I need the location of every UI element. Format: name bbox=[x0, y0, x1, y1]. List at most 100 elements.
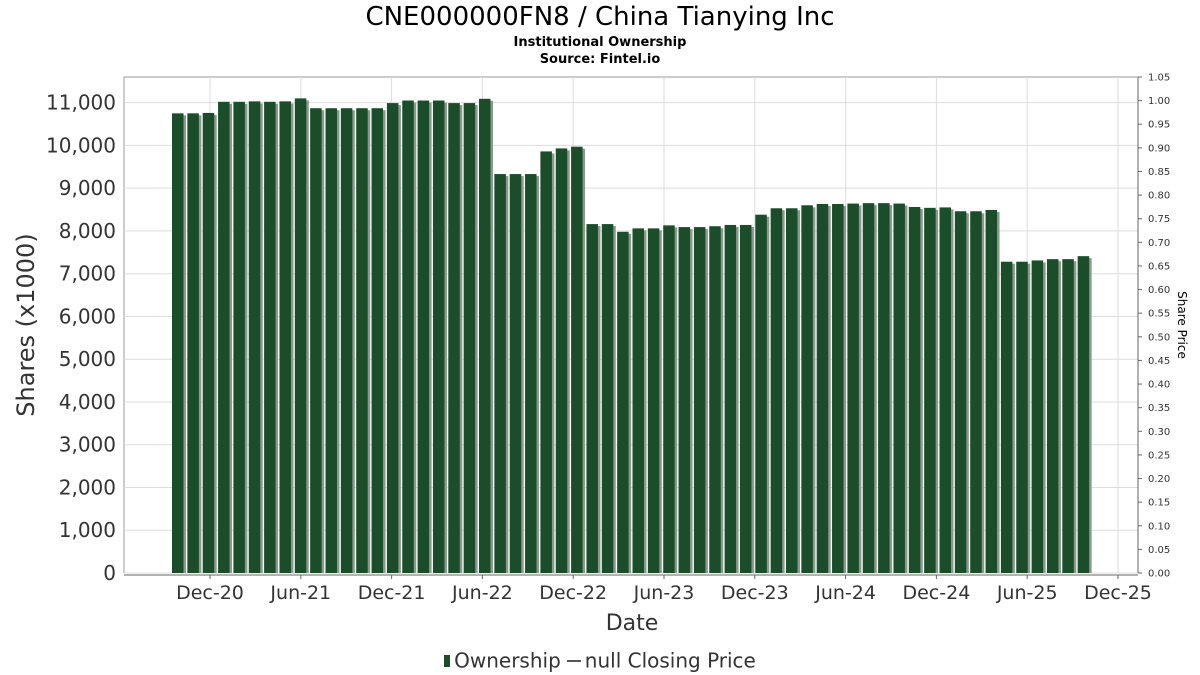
y-tick-label: 3,000 bbox=[59, 433, 116, 457]
y-axis-label: Shares (x1000) bbox=[12, 233, 40, 416]
chart-source: Source: Fintel.io bbox=[539, 52, 661, 67]
y-tick-label: 2,000 bbox=[59, 475, 116, 499]
legend-price-line bbox=[566, 659, 581, 662]
x-tick-label: Dec-24 bbox=[902, 582, 970, 604]
ownership-bar bbox=[586, 224, 598, 573]
ownership-bar bbox=[479, 98, 491, 574]
y2-tick-label: 0.75 bbox=[1148, 214, 1170, 225]
y2-tick-label: 0.60 bbox=[1148, 285, 1170, 296]
y2-tick-label: 0.15 bbox=[1148, 498, 1170, 509]
y2-tick-label: 0.55 bbox=[1148, 309, 1170, 320]
ownership-bar bbox=[1077, 256, 1090, 573]
ownership-bar bbox=[202, 112, 215, 574]
x-tick-label: Jun-25 bbox=[996, 582, 1058, 604]
ownership-bar bbox=[1062, 259, 1074, 573]
chart-subtitle: Institutional Ownership bbox=[513, 35, 687, 50]
ownership-bar bbox=[233, 101, 245, 574]
ownership-bar bbox=[402, 100, 414, 573]
legend-ownership-label: Ownership bbox=[454, 648, 561, 673]
ownership-bar bbox=[1016, 261, 1028, 573]
ownership-bar bbox=[601, 224, 614, 573]
ownership-bar bbox=[724, 224, 737, 573]
y2-tick-label: 1.00 bbox=[1148, 96, 1170, 107]
y2-tick-label: 0.35 bbox=[1148, 403, 1170, 414]
ownership-bar bbox=[172, 113, 184, 574]
legend: Ownership null Closing Price bbox=[0, 647, 1200, 673]
ownership-bar bbox=[617, 231, 629, 574]
ownership-bar bbox=[218, 101, 230, 574]
y-tick-label: 5,000 bbox=[59, 347, 116, 371]
ownership-bar bbox=[862, 203, 875, 573]
ownership-bar bbox=[709, 226, 721, 573]
y2-tick-label: 0.95 bbox=[1148, 120, 1170, 131]
y2-axis-label: Share Price bbox=[1175, 291, 1189, 359]
ownership-bar bbox=[187, 113, 199, 574]
ownership-bar bbox=[248, 101, 261, 574]
ownership-bar bbox=[432, 100, 445, 573]
ownership-bar bbox=[985, 209, 998, 573]
y2-tick-label: 0.90 bbox=[1148, 143, 1170, 154]
x-axis-label: Date bbox=[606, 611, 659, 636]
x-tick-label: Jun-23 bbox=[633, 582, 695, 604]
ownership-bar bbox=[325, 108, 337, 573]
x-tick-label: Dec-25 bbox=[1084, 582, 1152, 604]
ownership-bar bbox=[663, 225, 675, 573]
x-tick-label: Jun-22 bbox=[451, 582, 513, 604]
y2-tick-label: 0.80 bbox=[1148, 191, 1170, 202]
ownership-bar bbox=[693, 227, 706, 573]
ownership-bar bbox=[970, 211, 982, 573]
ownership-bar bbox=[893, 203, 905, 573]
y2-tick-label: 0.05 bbox=[1148, 545, 1170, 556]
ownership-bar bbox=[448, 103, 460, 573]
ownership-bar bbox=[755, 214, 767, 574]
y-tick-label: 9,000 bbox=[59, 176, 116, 200]
x-tick-label: Jun-21 bbox=[269, 582, 331, 604]
y2-tick-label: 0.65 bbox=[1148, 261, 1170, 272]
y2-tick-label: 0.00 bbox=[1148, 569, 1170, 580]
ownership-bar bbox=[540, 151, 552, 573]
ownership-bar bbox=[786, 208, 798, 573]
y2-tick-label: 0.50 bbox=[1148, 332, 1170, 343]
ownership-bar bbox=[1000, 261, 1013, 573]
y2-tick-label: 1.05 bbox=[1148, 73, 1170, 84]
y2-tick-label: 0.85 bbox=[1148, 167, 1170, 178]
ownership-bar bbox=[294, 98, 307, 574]
ownership-bar bbox=[371, 108, 384, 573]
y-tick-label: 4,000 bbox=[59, 390, 116, 414]
ownership-bar bbox=[555, 148, 568, 573]
y2-tick-label: 0.70 bbox=[1148, 238, 1170, 249]
ownership-bar bbox=[1046, 259, 1059, 573]
ownership-bar bbox=[954, 211, 967, 573]
y2-tick-label: 0.30 bbox=[1148, 427, 1170, 438]
ownership-bar bbox=[417, 100, 430, 573]
y-tick-label: 0 bbox=[103, 561, 116, 585]
ownership-bar bbox=[939, 207, 951, 573]
ownership-bar bbox=[832, 203, 844, 573]
ownership-bar bbox=[632, 228, 644, 573]
x-tick-label: Dec-20 bbox=[176, 582, 244, 604]
y-tick-label: 10,000 bbox=[46, 133, 116, 157]
y2-tick-label: 0.20 bbox=[1148, 474, 1170, 485]
ownership-bar bbox=[525, 174, 537, 573]
x-tick-label: Dec-22 bbox=[539, 582, 607, 604]
ownership-bar bbox=[463, 103, 476, 573]
chart-title: CNE000000FN8 / China Tianying Inc bbox=[365, 2, 835, 32]
legend-price-label: null Closing Price bbox=[584, 648, 756, 673]
ownership-bar bbox=[924, 207, 936, 574]
ownership-bar bbox=[509, 174, 522, 573]
x-tick-label: Jun-24 bbox=[814, 582, 876, 604]
ownership-bar bbox=[571, 146, 583, 574]
y2-tick-label: 0.10 bbox=[1148, 521, 1170, 532]
ownership-bar bbox=[647, 228, 660, 573]
ownership-bar bbox=[1031, 260, 1044, 573]
ownership-bar bbox=[770, 208, 783, 573]
ownership-bar bbox=[279, 101, 291, 574]
ownership-bar bbox=[816, 203, 829, 573]
y2-tick-label: 0.40 bbox=[1148, 380, 1170, 391]
y-tick-label: 11,000 bbox=[46, 91, 116, 115]
ownership-bar bbox=[801, 205, 813, 573]
y2-tick-label: 0.25 bbox=[1148, 450, 1170, 461]
y-tick-label: 7,000 bbox=[59, 262, 116, 286]
ownership-bar bbox=[264, 101, 276, 574]
